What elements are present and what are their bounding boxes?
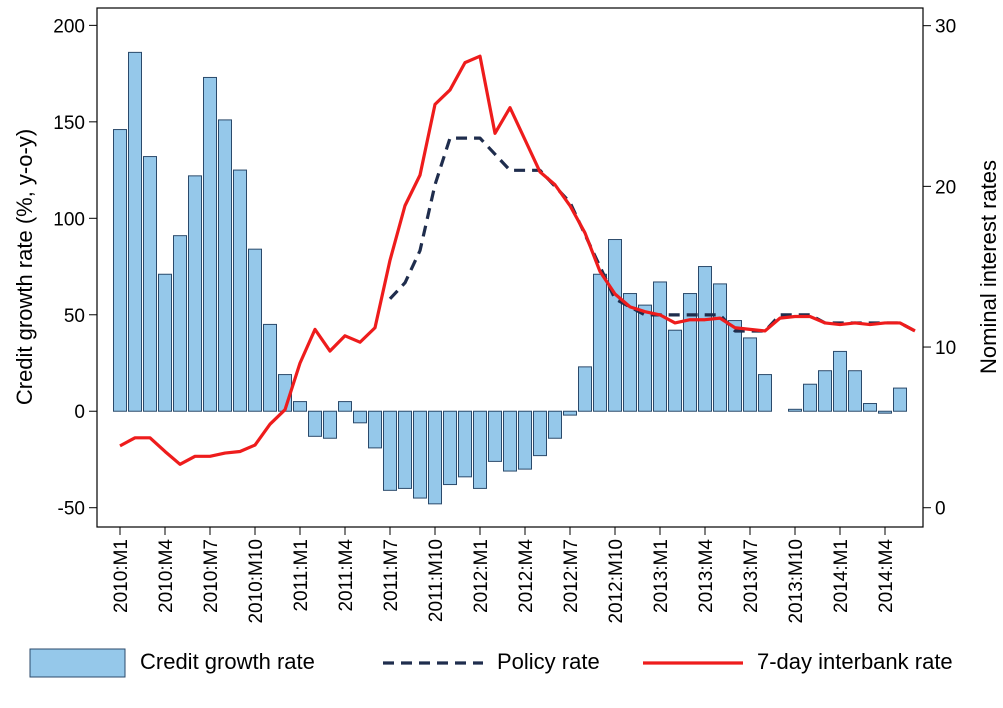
x-tick-label: 2011:M4	[336, 539, 357, 612]
y2-tick-label: 0	[935, 499, 946, 520]
bar	[383, 410, 397, 491]
bar	[338, 401, 352, 412]
bar	[233, 169, 247, 412]
x-tick-label: 2011:M7	[381, 539, 402, 612]
y-tick-label: 50	[64, 306, 85, 327]
legend-label: 7-day interbank rate	[757, 649, 953, 674]
bar	[368, 410, 382, 449]
bar	[353, 410, 367, 424]
bar	[563, 410, 577, 416]
x-tick-label: 2010:M7	[201, 539, 222, 613]
bar	[788, 408, 802, 412]
y-tick-label: 100	[53, 209, 85, 230]
bar	[188, 175, 202, 412]
x-tick-label: 2012:M10	[606, 539, 627, 624]
x-tick-label: 2013:M1	[651, 539, 672, 613]
bar	[248, 248, 262, 412]
legend-label: Policy rate	[497, 649, 600, 674]
x-tick-label: 2012:M1	[471, 539, 492, 613]
bar	[203, 76, 217, 412]
bar	[728, 320, 742, 412]
bar	[398, 410, 412, 489]
bar	[803, 383, 817, 412]
bar	[113, 129, 127, 412]
x-tick-label: 2010:M10	[246, 539, 267, 624]
bar	[863, 403, 877, 412]
bar	[413, 410, 427, 499]
bar	[428, 410, 442, 505]
x-tick-label: 2013:M7	[741, 539, 762, 613]
bar	[323, 410, 337, 439]
bar	[653, 281, 667, 412]
bar	[623, 293, 637, 412]
x-tick-label: 2010:M1	[111, 539, 132, 613]
y-tick-label: -50	[58, 499, 85, 520]
bar	[173, 235, 187, 412]
bar	[593, 273, 607, 412]
bar	[698, 266, 712, 412]
y-axis-title: Credit growth rate (%, y-o-y)	[12, 129, 37, 405]
x-tick-label: 2011:M1	[291, 539, 312, 612]
bar	[488, 410, 502, 462]
bar	[833, 350, 847, 412]
bar	[818, 370, 832, 412]
y-tick-label: 0	[74, 402, 85, 423]
bar	[443, 410, 457, 486]
bar	[263, 323, 277, 412]
bar	[218, 119, 232, 412]
y-tick-label: 200	[53, 16, 85, 37]
bar	[878, 410, 892, 414]
bar	[518, 410, 532, 470]
x-tick-label: 2010:M4	[156, 539, 177, 613]
plot-frame	[96, 7, 924, 528]
bar	[668, 329, 682, 412]
y-tick-label: 150	[53, 113, 85, 134]
legend-swatch	[29, 648, 126, 678]
bar	[893, 387, 907, 412]
y2-tick-label: 20	[935, 177, 956, 198]
bar	[458, 410, 472, 478]
bar	[758, 374, 772, 412]
x-tick-label: 2013:M4	[696, 539, 717, 613]
line-series	[119, 54, 916, 466]
bar	[683, 293, 697, 412]
legend-label: Credit growth rate	[140, 649, 315, 674]
bar	[713, 283, 727, 412]
bar	[293, 401, 307, 412]
y2-tick-label: 10	[935, 338, 956, 359]
line-series	[388, 136, 916, 333]
y2-tick-label: 30	[935, 17, 956, 38]
bar	[158, 273, 172, 412]
x-tick-label: 2012:M4	[516, 539, 537, 613]
bar	[143, 156, 157, 412]
bar	[638, 304, 652, 412]
bar	[743, 337, 757, 412]
bar	[128, 51, 142, 412]
x-tick-label: 2014:M4	[876, 539, 897, 613]
y2-axis-title: Nominal interest rates	[976, 160, 1001, 374]
bar	[848, 370, 862, 412]
bar	[578, 366, 592, 412]
bar	[308, 410, 322, 437]
x-tick-label: 2014:M1	[831, 539, 852, 613]
bar	[548, 410, 562, 439]
x-tick-label: 2013:M10	[786, 539, 807, 624]
bar	[503, 410, 517, 472]
bar	[608, 239, 622, 412]
x-tick-label: 2012:M7	[561, 539, 582, 613]
bar	[533, 410, 547, 457]
x-tick-label: 2011:M10	[426, 539, 447, 622]
bar	[473, 410, 487, 489]
